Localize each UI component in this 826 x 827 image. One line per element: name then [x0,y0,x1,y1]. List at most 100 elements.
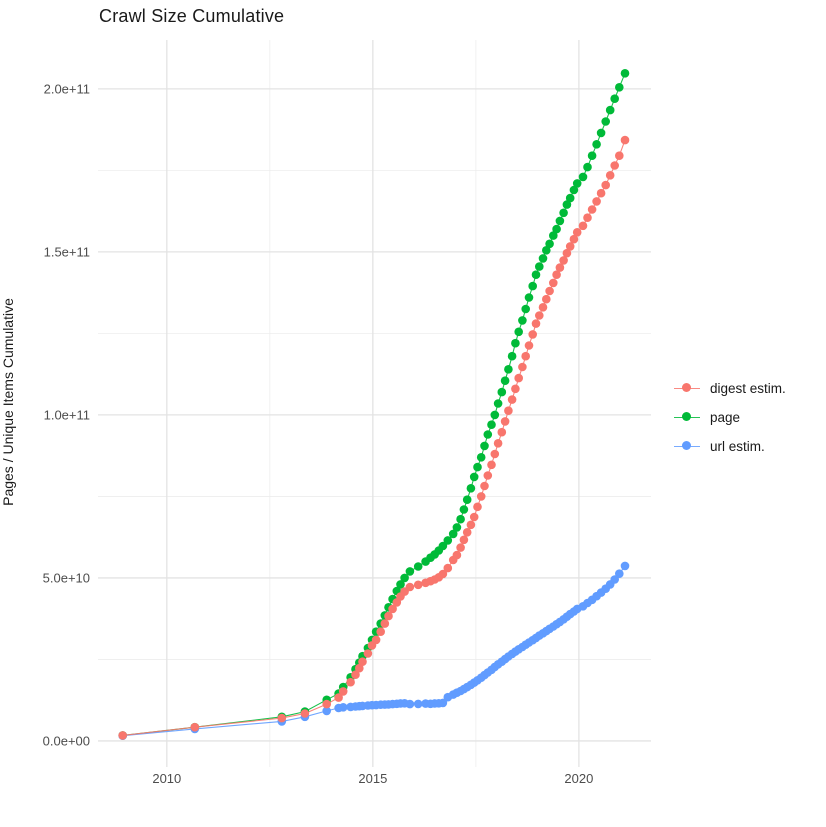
data-point-page [511,338,520,348]
data-point-digestestim [355,663,364,673]
data-point-page [596,128,606,138]
data-point-digestestim [462,528,472,537]
data-point-digestestim [587,205,597,214]
data-point-digestestim [277,713,287,723]
data-point-page [483,430,493,439]
data-point-page [605,105,615,115]
data-point-digestestim [376,627,386,636]
data-point-digestestim [562,248,572,258]
data-point-urlestim [610,575,619,584]
data-point-digestestim [524,341,534,350]
data-point-digestestim [363,649,373,658]
data-point-digestestim [521,351,530,361]
data-point-urlestim [413,699,423,709]
data-point-digestestim [438,569,448,579]
data-point-page [601,117,610,126]
data-point-digestestim [351,670,360,679]
data-point-page [459,505,469,514]
data-point-digestestim [583,213,592,222]
y-axis-tick-label: 0.0e+00 [43,733,90,748]
data-point-page [565,193,575,203]
data-point-page [610,94,619,103]
legend-label: digest estim. [710,380,786,396]
legend-key-icon [674,438,700,454]
data-point-page [545,239,554,249]
data-point-digestestim [559,256,568,265]
data-point-page [572,179,582,188]
data-point-digestestim [190,722,200,732]
data-point-digestestim [552,270,561,280]
data-point-digestestim [535,311,544,320]
data-point-page [466,484,476,493]
data-point-page [615,83,624,92]
data-point-digestestim [388,604,397,614]
y-axis-tick-label: 2.0e+11 [44,81,90,96]
data-point-page [518,316,527,325]
data-point-digestestim [511,384,520,394]
data-point-digestestim [452,550,462,560]
data-point-urlestim [322,706,332,716]
data-point-digestestim [371,635,381,645]
data-point-digestestim [569,234,579,244]
data-point-page [620,69,630,78]
legend-item-page: page [674,407,786,427]
data-point-page [413,562,423,571]
data-point-digestestim [518,362,527,372]
data-point-digestestim [456,543,465,552]
data-point-digestestim [480,481,489,491]
data-point-page [552,224,561,234]
data-point-page [535,262,544,271]
y-axis-tick-label: 1.5e+11 [44,244,90,259]
data-point-page [448,529,458,539]
data-point-page [456,514,465,524]
data-point-urlestim [615,569,624,578]
data-point-page [555,216,565,226]
data-point-digestestim [300,709,310,718]
data-point-digestestim [466,520,476,530]
data-point-digestestim [578,221,588,231]
data-point-digestestim [380,619,390,628]
legend-key-icon [674,380,700,396]
data-point-digestestim [555,263,565,272]
data-point-page [569,185,579,195]
data-point-page [476,453,486,462]
data-point-page [473,462,482,472]
legend-key-dot [682,412,691,421]
data-point-page [462,495,472,505]
x-axis-tick-label: 2020 [564,771,593,786]
data-point-digestestim [490,449,500,459]
data-point-digestestim [615,151,624,160]
data-point-digestestim [507,395,517,404]
data-point-page [592,140,601,149]
legend-key-dot [682,383,691,392]
data-point-digestestim [405,582,415,592]
legend-label: url estim. [710,438,765,454]
data-point-digestestim [545,286,554,296]
data-point-digestestim [542,294,551,304]
data-point-urlestim [338,703,348,712]
data-point-digestestim [601,180,610,190]
data-point-page [497,387,507,397]
data-point-digestestim [483,471,493,480]
data-point-page [578,172,588,182]
y-axis-tick-label: 1.0e+11 [44,407,90,422]
data-point-page [549,231,558,240]
data-point-digestestim [610,161,619,170]
legend: digest estim. page url estim. [674,378,786,456]
data-point-page [562,200,572,209]
data-point-digestestim [528,330,537,339]
panel-background [98,40,651,767]
data-point-digestestim [358,657,367,666]
data-point-page [538,254,548,263]
data-point-digestestim [334,693,343,702]
data-point-page [514,327,523,337]
legend-key-dot [682,441,691,450]
data-point-digestestim [384,611,393,621]
data-point-page [493,399,503,408]
data-point-page [587,151,597,160]
data-point-digestestim [605,171,615,180]
data-point-digestestim [413,580,423,590]
data-point-digestestim [538,303,548,312]
data-point-digestestim [473,502,482,512]
data-point-digestestim [487,460,496,470]
